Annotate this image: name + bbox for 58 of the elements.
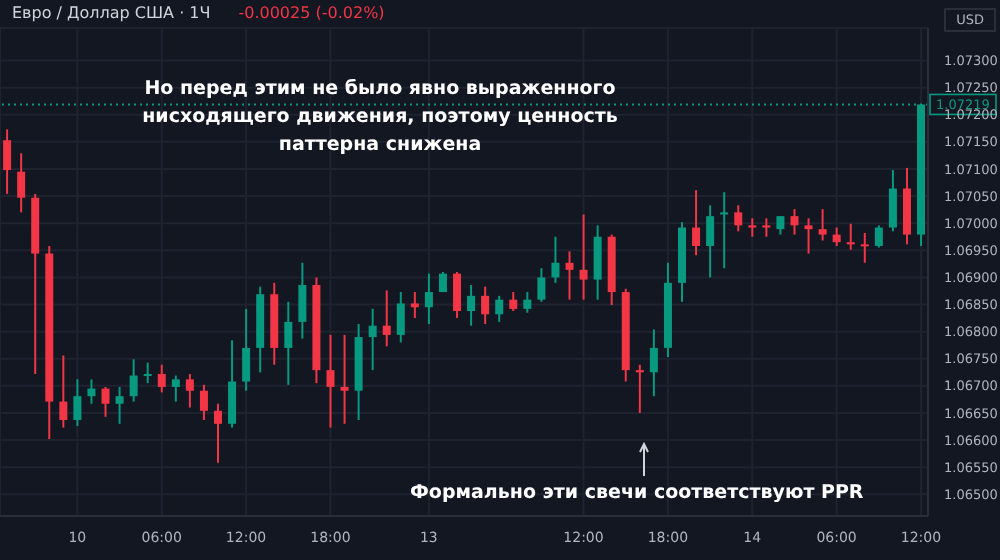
candlestick bbox=[790, 208, 799, 236]
candlestick bbox=[467, 284, 476, 327]
annotation: Но перед этим не было явно выраженного нисходящего движения, поэтому ценность паттерна снижена bbox=[140, 76, 620, 160]
candlestick bbox=[87, 378, 96, 405]
candlestick bbox=[720, 191, 729, 270]
candlestick bbox=[199, 383, 208, 422]
candlestick bbox=[649, 328, 658, 398]
candlestick bbox=[565, 250, 574, 301]
candlestick bbox=[734, 204, 743, 233]
candlestick bbox=[3, 128, 12, 195]
candlestick bbox=[495, 294, 504, 323]
candlestick bbox=[551, 235, 560, 284]
candlestick bbox=[818, 208, 827, 242]
candlestick bbox=[284, 300, 293, 386]
candlestick bbox=[396, 291, 405, 344]
candlestick bbox=[902, 166, 911, 246]
candlestick bbox=[804, 217, 813, 255]
chart-title: Евро / Доллар США · 1Ч bbox=[12, 4, 211, 22]
candlestick bbox=[171, 374, 180, 403]
candlestick bbox=[509, 291, 518, 313]
candlestick bbox=[129, 358, 138, 403]
candlestick bbox=[115, 385, 124, 425]
candlestick bbox=[888, 169, 897, 233]
candlestick bbox=[382, 289, 391, 348]
candlestick bbox=[776, 215, 785, 236]
candlestick bbox=[368, 307, 377, 372]
candlestick bbox=[579, 213, 588, 301]
candlestick bbox=[874, 224, 883, 249]
candlestick bbox=[706, 204, 715, 279]
candlestick bbox=[59, 354, 68, 429]
candlestick bbox=[762, 217, 771, 238]
candlestick bbox=[635, 363, 644, 414]
candlestick bbox=[143, 361, 152, 385]
candlestick bbox=[424, 272, 433, 326]
candlestick bbox=[692, 189, 701, 257]
candlestick bbox=[523, 291, 532, 314]
candlestick bbox=[101, 385, 110, 418]
candlestick bbox=[748, 217, 757, 238]
candlestick bbox=[410, 291, 419, 320]
candlestick bbox=[298, 261, 307, 340]
candlestick bbox=[214, 402, 222, 464]
candlestick bbox=[242, 307, 251, 392]
candlestick bbox=[860, 231, 869, 264]
candlestick bbox=[537, 267, 546, 303]
chart-subtitle: -0.00025 (-0.02%) bbox=[238, 4, 385, 22]
annotation: Формально эти свечи соответствуют PPR bbox=[410, 482, 864, 504]
candlestick bbox=[340, 333, 349, 425]
candlestick bbox=[326, 333, 335, 429]
candlestick bbox=[228, 339, 237, 429]
candlestick bbox=[846, 222, 855, 251]
candlestick bbox=[481, 285, 490, 326]
candlestick bbox=[185, 372, 194, 409]
candlestick bbox=[73, 378, 82, 427]
candlestick bbox=[593, 224, 602, 301]
candlestick bbox=[453, 271, 462, 320]
candlestick bbox=[832, 226, 841, 247]
candlestick bbox=[157, 363, 166, 394]
candlestick bbox=[17, 152, 26, 214]
